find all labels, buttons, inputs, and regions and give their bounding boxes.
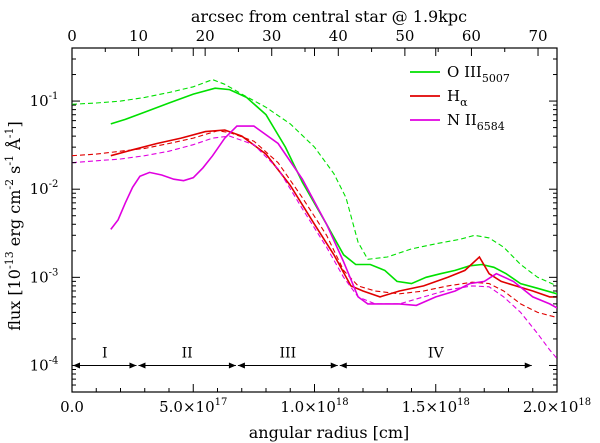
y-tick-label-0: 10-4 <box>30 355 59 374</box>
x-tick-label-4: 2.0×1018 <box>523 397 591 416</box>
top-tick-label-5: 50 <box>395 27 414 45</box>
series-line-1 <box>72 79 557 287</box>
region-label-1: II <box>182 345 193 361</box>
x-axis-title: angular radius [cm] <box>249 423 410 442</box>
top-tick-label-4: 40 <box>329 27 348 45</box>
legend-entry-0: O III5007 <box>447 63 510 85</box>
x-tick-label-1: 5.0×1017 <box>159 397 227 416</box>
top-tick-label-0: 0 <box>67 27 77 45</box>
top-tick-label-1: 10 <box>129 27 148 45</box>
region-label-0: I <box>102 345 108 361</box>
region-arrowhead-left-1 <box>138 362 146 369</box>
region-label-3: IV <box>428 345 445 361</box>
x-tick-label-2: 1.0×1018 <box>280 397 348 416</box>
y-tick-label-1: 10-3 <box>30 267 59 286</box>
region-arrowhead-right-2 <box>330 362 338 369</box>
series-line-4 <box>110 125 557 309</box>
region-arrowhead-right-1 <box>228 362 236 369</box>
series-layer <box>72 79 557 359</box>
region-arrowhead-left-3 <box>339 362 347 369</box>
region-arrowhead-left-2 <box>237 362 245 369</box>
x-tick-label-0: 0.0 <box>60 398 84 416</box>
plot-frame <box>71 47 558 393</box>
top-tick-label-6: 60 <box>462 27 481 45</box>
region-arrowhead-right-3 <box>524 362 532 369</box>
y-tick-label-2: 10-2 <box>30 179 59 198</box>
plot-area <box>71 47 558 393</box>
axes: 0.0 5.0×1017 1.0×1018 1.5×1018 2.0×1018 0 10 20… <box>30 27 592 416</box>
top-tick-label-3: 30 <box>262 27 281 45</box>
legend-entry-2: N II6584 <box>447 111 505 133</box>
top-tick-label-2: 20 <box>196 27 215 45</box>
y-tick-label-3: 10-1 <box>30 91 59 110</box>
legend-entry-1: Hα <box>447 87 468 109</box>
series-line-5 <box>72 135 557 359</box>
top-tick-label-7: 70 <box>528 27 547 45</box>
y-axis-title: flux [10-13 erg cm-2 s-1 Å-1] <box>3 121 24 330</box>
series-line-0 <box>110 87 557 295</box>
top-axis-title: arcsec from central star @ 1.9kpc <box>191 7 467 26</box>
region-layer: I II III IV <box>73 345 532 369</box>
region-label-2: III <box>280 345 297 361</box>
x-tick-label-3: 1.5×1018 <box>402 397 470 416</box>
series-line-2 <box>110 129 557 298</box>
region-arrowhead-right-0 <box>129 362 137 369</box>
